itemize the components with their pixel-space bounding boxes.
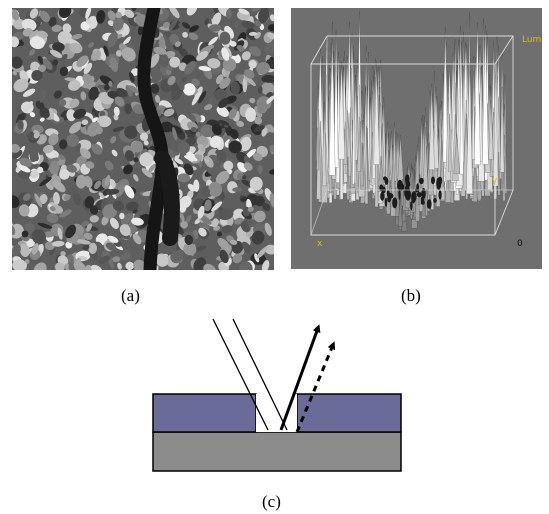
reflected-ray-dashed — [295, 341, 336, 433]
caption-b: (b) — [401, 286, 421, 305]
x-axis-label: x — [317, 239, 323, 249]
plot-bounding-box — [310, 35, 514, 236]
surface-plot: Lum y x 0 — [291, 8, 542, 269]
origin-label: 0 — [517, 239, 523, 249]
reflection-diagram — [150, 315, 404, 477]
incident-ray-2 — [232, 318, 288, 431]
luminance-surface — [315, 11, 508, 232]
incident-ray-1 — [212, 318, 269, 431]
y-axis-label: y — [492, 176, 498, 186]
surface-plot-canvas: Lum y x 0 — [310, 11, 541, 249]
substrate-layer — [152, 431, 402, 472]
z-axis-label: Lum — [522, 35, 541, 45]
reflected-ray-solid — [279, 324, 321, 431]
reflection-diagram-canvas — [152, 318, 402, 472]
caption-c: (c) — [262, 492, 281, 511]
micrograph-image — [12, 8, 274, 270]
coating-layer-right — [296, 393, 402, 433]
micrograph-texture — [12, 8, 274, 270]
coating-layer-left — [152, 393, 257, 433]
caption-a: (a) — [121, 286, 140, 305]
